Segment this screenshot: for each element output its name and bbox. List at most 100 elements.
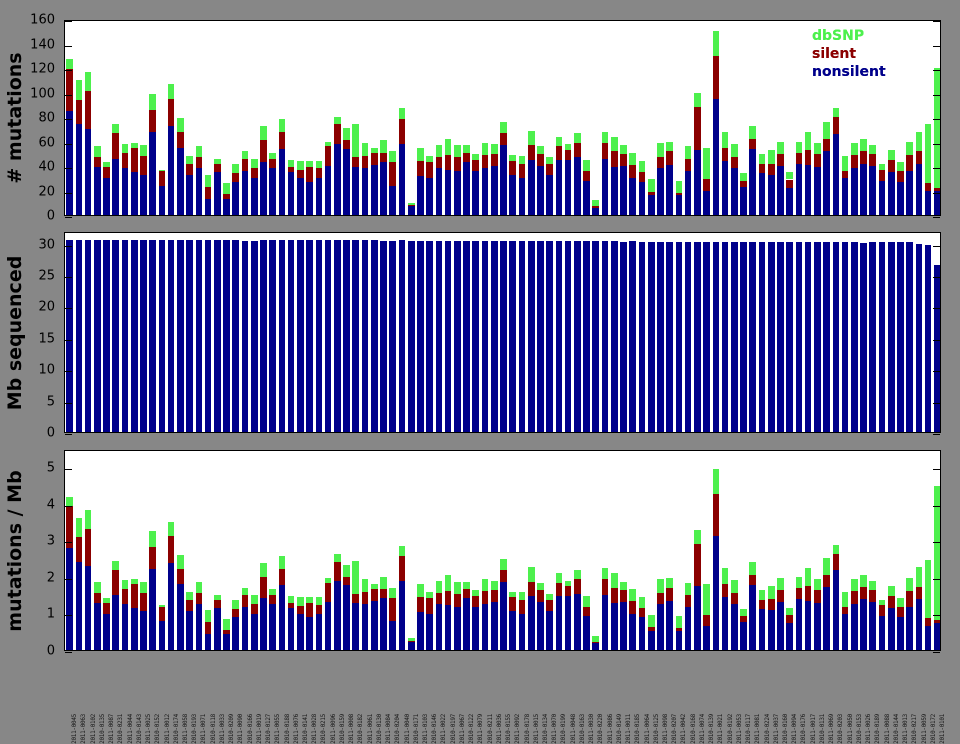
bar-segment-Mb sequenced — [740, 241, 747, 432]
bar-segment-nonsilent — [435, 168, 443, 215]
bar-segment-nonsilent — [103, 178, 110, 215]
bar — [804, 242, 812, 432]
bar — [232, 163, 240, 215]
bar-segment-silent — [509, 161, 517, 175]
bar-segment-dbSNP — [666, 141, 673, 152]
x-tick-label: 2010-0188 — [283, 714, 291, 744]
bar-segment-dbSNP — [103, 162, 110, 168]
bar-segment-dbSNP — [112, 124, 120, 133]
bar-segment-Mb sequenced — [315, 240, 323, 432]
bar — [509, 154, 517, 215]
panel1-ytick-8: 160 — [30, 12, 55, 28]
panel2-ytick-6: 30 — [38, 237, 55, 253]
bar-segment-dbSNP — [167, 522, 175, 537]
bar — [380, 576, 387, 650]
bar-segment-Mb sequenced — [103, 239, 110, 432]
bar-segment-silent — [564, 586, 572, 596]
bar-segment-Mb sequenced — [592, 241, 600, 432]
bar-segment-silent — [934, 619, 940, 623]
bar — [269, 588, 277, 650]
panel3-bar-group — [65, 451, 940, 650]
bar-segment-silent — [75, 537, 83, 562]
bar — [297, 597, 304, 650]
tick-mark — [933, 434, 940, 435]
x-tick-label: 2011-0058 — [181, 714, 189, 744]
bar — [213, 158, 221, 215]
bar-segment-silent — [666, 587, 673, 601]
bar-segment-nonsilent — [694, 150, 701, 215]
bar — [140, 240, 147, 432]
bar-segment-Mb sequenced — [767, 242, 775, 432]
bar — [527, 567, 535, 650]
bar-segment-dbSNP — [463, 145, 470, 153]
bar-segment-silent — [324, 146, 332, 166]
x-tick-label: 2010-0211 — [486, 714, 494, 744]
bar-segment-dbSNP — [537, 146, 544, 154]
bar-segment-dbSNP — [287, 595, 295, 604]
bar-segment-silent — [897, 170, 904, 182]
x-tick-label: 2011-0061 — [366, 714, 374, 744]
bar-segment-nonsilent — [638, 181, 646, 215]
bar-segment-nonsilent — [370, 164, 378, 215]
bar-segment-nonsilent — [93, 167, 101, 215]
bar — [103, 598, 110, 650]
bar-segment-nonsilent — [832, 570, 840, 650]
bar — [814, 242, 821, 432]
bar-segment-dbSNP — [878, 163, 886, 170]
bar — [149, 93, 157, 215]
bar — [213, 594, 221, 650]
bar-segment-silent — [823, 139, 830, 152]
bar-segment-dbSNP — [934, 485, 940, 620]
x-tick-label: 2010-0199 — [560, 714, 568, 744]
bar-segment-Mb sequenced — [407, 241, 415, 432]
bar-segment-Mb sequenced — [444, 241, 452, 432]
bar — [306, 597, 313, 650]
bar-segment-silent — [638, 607, 646, 618]
bar-segment-dbSNP — [527, 130, 535, 146]
x-tick-label: 2011-0022 — [440, 714, 448, 744]
bar — [352, 561, 360, 650]
tick-mark — [933, 578, 940, 580]
bar-segment-dbSNP — [278, 119, 286, 132]
bar-segment-Mb sequenced — [684, 241, 692, 432]
x-tick-label: 2011-0037 — [772, 714, 780, 744]
bar — [850, 242, 858, 432]
bar-segment-silent — [915, 151, 923, 164]
bar — [204, 174, 212, 215]
bar-segment-nonsilent — [204, 199, 212, 215]
bar — [749, 125, 757, 215]
bar — [721, 241, 729, 432]
bar-segment-dbSNP — [158, 169, 166, 171]
bar — [564, 580, 572, 650]
bar-segment-dbSNP — [444, 575, 452, 592]
bar-segment-silent — [527, 581, 535, 596]
bar-segment-dbSNP — [684, 146, 692, 159]
bar — [223, 183, 230, 215]
bar — [389, 241, 397, 432]
panel1-ytick-0: 0 — [46, 208, 55, 224]
bar-segment-Mb sequenced — [121, 240, 129, 432]
bar-segment-dbSNP — [574, 132, 581, 143]
x-tick-label: 2011-0067 — [458, 714, 466, 744]
bar-segment-nonsilent — [315, 614, 323, 650]
x-tick-label: 2010-0174 — [172, 714, 180, 744]
bar-segment-dbSNP — [389, 151, 397, 163]
bar — [610, 573, 618, 650]
bar-segment-dbSNP — [509, 154, 517, 162]
bar-segment-nonsilent — [694, 586, 701, 650]
bar — [250, 594, 258, 650]
bar-segment-nonsilent — [481, 604, 489, 650]
bar — [694, 529, 701, 650]
x-tick-label: 2010-0152 — [154, 714, 162, 744]
mutation-summary-figure: # mutations 0 20 40 60 80 100 120 140 160 dbSNP s… — [4, 12, 946, 744]
bar-segment-nonsilent — [721, 597, 729, 650]
tick-mark — [65, 371, 72, 373]
bar-segment-nonsilent — [684, 606, 692, 650]
bar-segment-silent — [380, 588, 387, 599]
bar-segment-silent — [66, 506, 73, 549]
bar-segment-Mb sequenced — [167, 239, 175, 432]
bar-segment-silent — [786, 179, 793, 189]
bar — [130, 142, 138, 215]
x-tick-label: 2010-0149 — [615, 714, 623, 744]
panel-mb-sequenced — [64, 232, 941, 435]
